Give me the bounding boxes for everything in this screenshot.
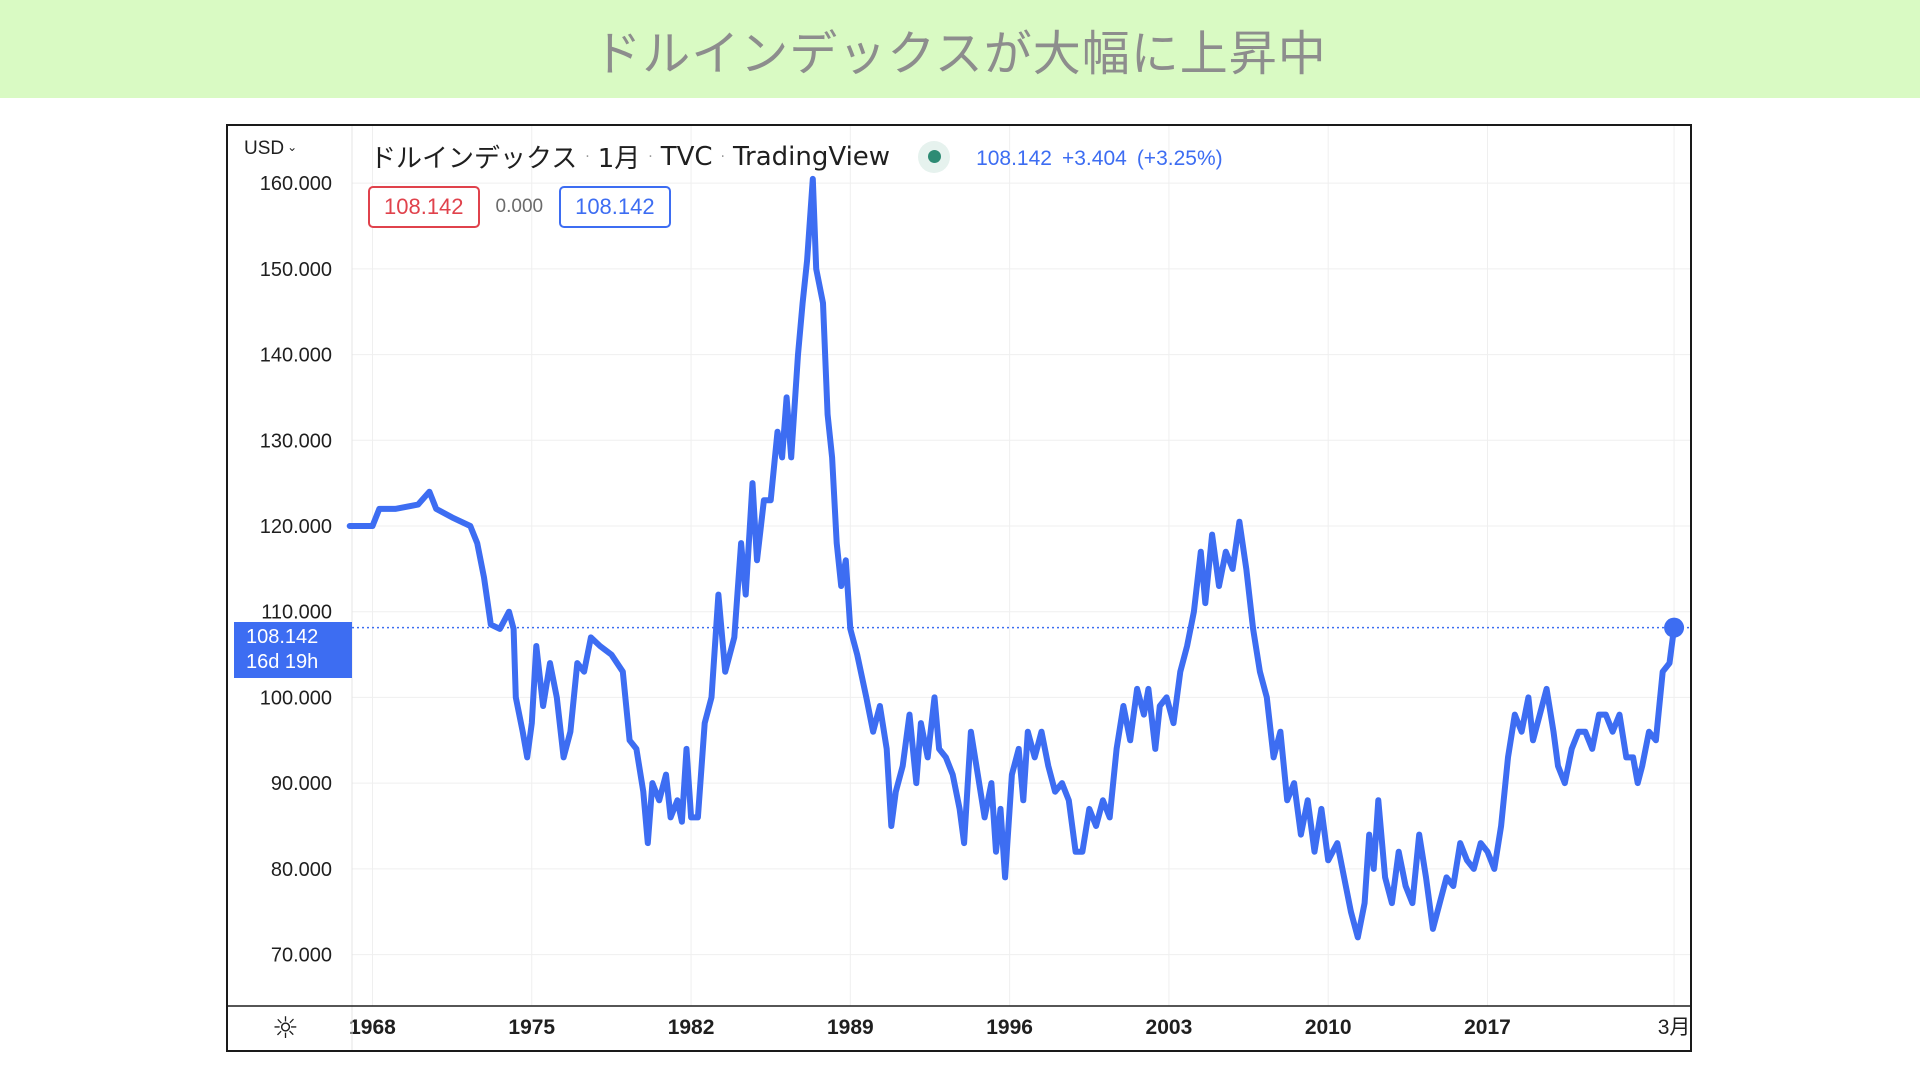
- chart-frame: 160.000 150.000 140.000 130.000 120.000 110.0…: [226, 124, 1692, 1052]
- legend-interval[interactable]: 1月: [597, 144, 641, 174]
- x-tick-label: 2003: [1146, 1016, 1193, 1039]
- currency-selector[interactable]: USD ⌄: [244, 138, 297, 160]
- series-line: [346, 175, 1678, 941]
- sell-price-box[interactable]: 108.142: [368, 186, 480, 228]
- x-tick-label: 2017: [1464, 1016, 1511, 1039]
- chart-legend: ドルインデックス · 1月 · TVC · TradingView 108.14…: [370, 138, 1233, 175]
- title-banner: ドルインデックスが大幅に上昇中: [0, 0, 1920, 98]
- last-price-tag: 108.142 16d 19h: [234, 622, 352, 678]
- chart-settings-icon[interactable]: ☼: [272, 1011, 299, 1046]
- y-tick-label: 110.000: [261, 602, 332, 624]
- price-boxes: 108.142 0.000 108.142: [368, 186, 671, 228]
- legend-symbol-name[interactable]: ドルインデックス: [370, 144, 578, 174]
- y-tick-label: 100.000: [260, 687, 332, 709]
- y-tick-label: 120.000: [260, 516, 332, 538]
- chevron-down-icon: ⌄: [287, 140, 298, 154]
- chart-canvas[interactable]: 160.000 150.000 140.000 130.000 120.000 110.0…: [228, 126, 1690, 1050]
- last-price-value: 108.142: [246, 626, 319, 648]
- x-tick-label: 1975: [508, 1016, 555, 1039]
- legend-separator: ·: [585, 148, 590, 165]
- x-tick-label: 1996: [986, 1016, 1033, 1039]
- currency-label: USD: [244, 138, 285, 159]
- buy-price-box[interactable]: 108.142: [559, 186, 671, 228]
- y-tick-label: 90.000: [271, 773, 332, 795]
- y-tick-label: 160.000: [260, 173, 332, 195]
- legend-change-percent: (+3.25%): [1136, 146, 1223, 170]
- y-tick-label: 130.000: [260, 430, 332, 452]
- y-tick-label: 70.000: [271, 945, 332, 967]
- bar-countdown: 16d 19h: [246, 651, 319, 673]
- legend-change: +3.404: [1061, 146, 1127, 170]
- last-point-marker: [1664, 617, 1685, 638]
- y-tick-label: 80.000: [271, 859, 332, 881]
- legend-values: 108.142 +3.404 (+3.25%): [976, 147, 1233, 171]
- legend-last-value: 108.142: [976, 146, 1052, 170]
- x-tick-label: 1982: [668, 1016, 715, 1039]
- x-tick-label: 1989: [827, 1016, 874, 1039]
- y-tick-label: 140.000: [260, 345, 332, 367]
- status-dot: [927, 150, 941, 163]
- spread-value: 0.000: [495, 196, 544, 217]
- legend-source: TradingView: [732, 141, 891, 172]
- x-tick-label: 2010: [1305, 1016, 1352, 1039]
- legend-separator: ·: [720, 148, 725, 165]
- x-tick-label: 1968: [349, 1016, 396, 1039]
- market-status-icon[interactable]: [918, 140, 951, 173]
- banner-title: ドルインデックスが大幅に上昇中: [593, 26, 1327, 82]
- x-tick-label: 3月: [1658, 1016, 1690, 1039]
- legend-exchange: TVC: [660, 141, 713, 172]
- legend-separator: ·: [648, 148, 653, 165]
- y-tick-label: 150.000: [260, 259, 332, 281]
